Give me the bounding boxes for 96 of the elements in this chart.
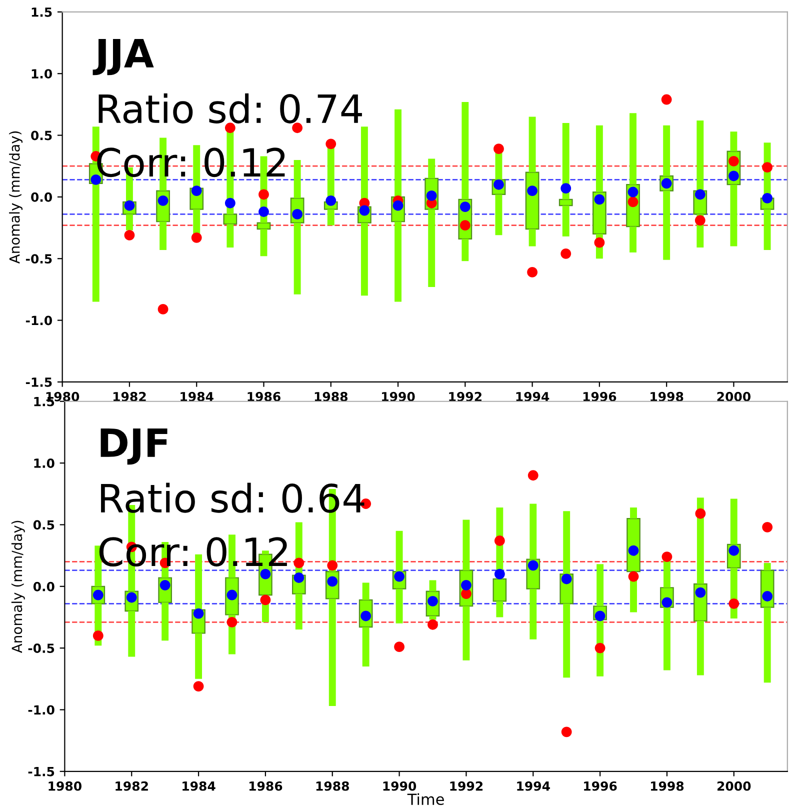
point bbox=[258, 189, 269, 200]
x-tick-label: 1990 bbox=[383, 781, 416, 791]
point bbox=[460, 202, 470, 212]
y-axis-title: Anomaly (mm/day) bbox=[9, 131, 22, 264]
point bbox=[594, 194, 605, 205]
point bbox=[762, 192, 772, 204]
point bbox=[193, 681, 204, 692]
point bbox=[294, 572, 304, 583]
x-tick-label: 1998 bbox=[650, 781, 684, 791]
point bbox=[694, 215, 706, 226]
point bbox=[695, 587, 706, 598]
x-tick-label: 1994 bbox=[516, 392, 550, 402]
x-tick-label: 1986 bbox=[249, 781, 282, 791]
point bbox=[527, 186, 538, 196]
x-tick-label: 1988 bbox=[314, 392, 348, 402]
x-tick-label: 1996 bbox=[584, 781, 617, 791]
point bbox=[158, 195, 168, 206]
point bbox=[428, 619, 438, 630]
x-tick-label: 1996 bbox=[583, 392, 616, 402]
y-tick-label: 0.5 bbox=[31, 130, 52, 140]
point bbox=[528, 560, 538, 571]
annotation: Ratio sd: 0.74 bbox=[98, 93, 362, 124]
y-tick-label: 0.5 bbox=[33, 520, 54, 530]
x-tick-label: 1998 bbox=[650, 392, 684, 402]
point bbox=[628, 186, 638, 198]
x-tick-label: 1990 bbox=[382, 392, 415, 402]
point bbox=[561, 574, 572, 584]
y-axis-title: Anomaly (mm/day) bbox=[11, 520, 25, 654]
point bbox=[191, 232, 202, 243]
point bbox=[695, 508, 706, 519]
x-tick-label: 1994 bbox=[517, 781, 550, 791]
x-tick-label: 1982 bbox=[116, 781, 148, 791]
point bbox=[326, 195, 336, 206]
point bbox=[224, 198, 236, 208]
point bbox=[327, 560, 338, 571]
y-tick-label: -1.0 bbox=[26, 316, 52, 326]
point bbox=[124, 230, 135, 240]
y-tick-label: 0.0 bbox=[31, 192, 52, 202]
point bbox=[494, 144, 504, 154]
text: JJA bbox=[92, 39, 154, 76]
x-tick-label: 2000 bbox=[717, 781, 751, 791]
point bbox=[662, 552, 672, 562]
point bbox=[762, 162, 772, 173]
point bbox=[494, 568, 505, 580]
point bbox=[762, 591, 773, 602]
y-tick-label: 1.0 bbox=[32, 69, 52, 79]
point bbox=[594, 237, 605, 248]
point bbox=[494, 536, 505, 546]
point bbox=[527, 266, 538, 278]
point bbox=[326, 138, 336, 150]
x-tick-label: 1992 bbox=[450, 781, 483, 791]
y-tick-label: 0.0 bbox=[33, 582, 54, 592]
x-tick-label: 1986 bbox=[248, 392, 280, 402]
x-tick-label: 2000 bbox=[717, 392, 751, 402]
point bbox=[728, 156, 739, 166]
x-tick-label: 1992 bbox=[449, 392, 482, 402]
point bbox=[193, 608, 204, 619]
point bbox=[292, 122, 303, 134]
point bbox=[694, 189, 706, 200]
point bbox=[158, 304, 168, 314]
point bbox=[294, 558, 304, 568]
y-tick-label: -1.5 bbox=[28, 767, 54, 776]
point bbox=[628, 571, 639, 582]
x-tick-label: 1984 bbox=[180, 392, 214, 402]
point bbox=[594, 642, 606, 654]
x-axis-title: Time bbox=[407, 793, 444, 806]
point bbox=[394, 642, 404, 652]
point bbox=[226, 616, 238, 628]
x-tick-label: 1984 bbox=[182, 781, 216, 791]
point bbox=[560, 183, 572, 194]
point bbox=[124, 200, 135, 211]
y-tick-label: -0.5 bbox=[28, 644, 54, 653]
point bbox=[258, 206, 269, 217]
point bbox=[92, 630, 104, 641]
x-tick-label: 1982 bbox=[113, 392, 146, 402]
point bbox=[191, 186, 202, 196]
point bbox=[661, 94, 672, 105]
point bbox=[728, 598, 740, 609]
point bbox=[628, 545, 639, 556]
point bbox=[460, 220, 470, 231]
x-tick-label: 1980 bbox=[48, 781, 82, 791]
point bbox=[762, 522, 773, 532]
y-tick-label: 1.5 bbox=[32, 8, 52, 17]
x-tick-label: 1988 bbox=[316, 781, 349, 791]
point bbox=[260, 594, 271, 606]
point bbox=[560, 248, 572, 259]
y-tick-label: 1.0 bbox=[34, 458, 54, 468]
text: DJF bbox=[100, 428, 168, 465]
y-tick-label: -1.0 bbox=[28, 705, 54, 715]
y-tick-label: -1.5 bbox=[26, 378, 52, 387]
point bbox=[224, 122, 236, 134]
y-tick-label: -0.5 bbox=[26, 254, 52, 264]
point bbox=[728, 170, 739, 182]
point bbox=[461, 588, 472, 599]
point bbox=[528, 470, 538, 481]
point bbox=[561, 726, 572, 738]
